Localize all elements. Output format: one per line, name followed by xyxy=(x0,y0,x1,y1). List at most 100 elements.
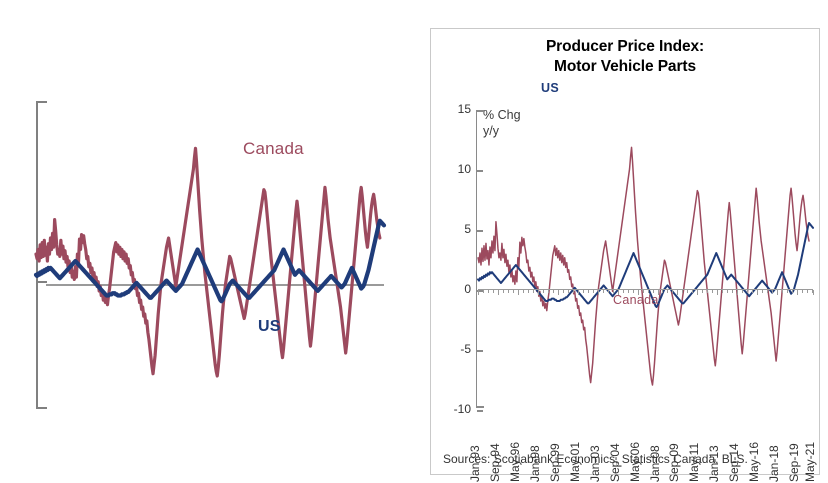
x-tick-mark xyxy=(813,290,814,295)
x-tick-mark xyxy=(657,290,659,295)
x-tick-mark-minor xyxy=(782,290,784,293)
y-tick-label-15: 15 xyxy=(457,102,471,116)
y-tick-mark xyxy=(477,410,483,412)
x-tick-mark-minor xyxy=(792,290,794,293)
x-tick-mark-minor xyxy=(702,290,704,293)
x-axis-tick-labels: Jan-93 Sep-94 May-96 Jan-98 Sep-99 May-01 Jan-… xyxy=(468,412,818,482)
x-tick-mark xyxy=(797,290,798,295)
x-tick-mark-minor xyxy=(647,290,649,293)
x-tick-mark xyxy=(777,290,779,295)
x-tick-mark-minor xyxy=(602,290,604,293)
x-tick-mark-minor xyxy=(502,290,504,293)
x-tick-mark-minor xyxy=(732,290,734,293)
x-tick-mark-minor xyxy=(527,290,529,293)
left-chart-panel: Canada US xyxy=(33,101,387,409)
x-tick-mark-minor xyxy=(512,290,514,293)
y-axis-unit-line-1: % Chg xyxy=(483,108,521,122)
x-tick-mark-minor xyxy=(707,290,709,293)
x-tick-mark-minor xyxy=(807,290,808,293)
x-tick-mark-minor xyxy=(812,290,813,293)
series-label-canada: Canada xyxy=(613,293,659,307)
x-tick-mark xyxy=(537,290,539,295)
x-tick-mark-minor xyxy=(667,290,669,293)
series-canvas xyxy=(477,146,814,386)
left-series-us xyxy=(33,218,387,304)
x-tick-mark-minor xyxy=(712,290,714,293)
x-tick-mark-minor xyxy=(722,290,724,293)
x-tick-mark-minor xyxy=(767,290,769,293)
chart-title-line-1: Producer Price Index: xyxy=(545,38,705,55)
x-tick-mark xyxy=(737,290,739,295)
x-tick-mark-minor xyxy=(742,290,744,293)
y-axis-unit-line-2: y/y xyxy=(483,124,499,138)
x-tick-mark xyxy=(697,290,699,295)
x-tick-mark-minor xyxy=(567,290,569,293)
x-tick-mark xyxy=(478,290,479,295)
y-tick-mark xyxy=(477,350,483,352)
zero-baseline xyxy=(478,289,813,291)
y-axis-tick-labels: 15 10 5 0 -5 -10 xyxy=(431,103,471,415)
left-series-label-us: US xyxy=(258,318,281,335)
x-tick-mark-minor xyxy=(488,290,489,293)
x-tick-mark-minor xyxy=(622,290,624,293)
y-tick-mark xyxy=(477,170,483,172)
left-spine-cap-bottom xyxy=(38,407,47,409)
x-tick-label: May-16 xyxy=(747,441,762,482)
y-spine-cap-top xyxy=(477,110,484,112)
x-tick-mark-minor xyxy=(542,290,544,293)
x-tick-mark-minor xyxy=(612,290,614,293)
x-tick-mark-minor xyxy=(592,290,594,293)
x-tick-mark-minor xyxy=(507,290,509,293)
left-series-canada xyxy=(34,146,382,378)
x-tick-mark-minor xyxy=(642,290,644,293)
x-tick-mark-minor xyxy=(522,290,524,293)
x-tick-mark-minor xyxy=(572,290,574,293)
x-tick-mark-minor xyxy=(547,290,549,293)
chart-title: Producer Price Index: Motor Vehicle Part… xyxy=(431,37,819,77)
x-tick-mark xyxy=(517,290,519,295)
x-tick-mark-minor xyxy=(607,290,609,293)
x-tick-mark-minor xyxy=(752,290,754,293)
x-tick-mark xyxy=(677,290,679,295)
x-tick-label: May-21 xyxy=(803,441,817,482)
x-tick-mark xyxy=(757,290,759,295)
x-tick-mark-minor xyxy=(772,290,774,293)
x-tick-mark-minor xyxy=(483,290,484,293)
y-tick-label-minus5: -5 xyxy=(460,342,471,356)
x-tick-mark-minor xyxy=(672,290,674,293)
x-tick-mark-minor xyxy=(802,290,803,293)
left-chart-plot xyxy=(33,146,387,378)
x-tick-mark-minor xyxy=(687,290,689,293)
x-tick-mark xyxy=(557,290,559,295)
x-tick-mark-minor xyxy=(762,290,764,293)
right-chart-panel: Producer Price Index: Motor Vehicle Part… xyxy=(430,28,820,482)
x-tick-mark-minor xyxy=(692,290,694,293)
x-tick-mark-minor xyxy=(552,290,554,293)
x-tick-mark xyxy=(497,290,499,295)
source-note: Sources: Scotiabank Economics, Statistic… xyxy=(443,452,748,466)
x-tick-mark-minor xyxy=(747,290,749,293)
y-tick-mark xyxy=(477,290,483,292)
plot-area xyxy=(477,109,814,409)
y-tick-label-0: 0 xyxy=(464,282,471,296)
x-tick-mark-minor xyxy=(627,290,629,293)
y-axis-spine xyxy=(476,110,484,412)
x-tick-mark-minor xyxy=(587,290,589,293)
y-spine-cap-bottom xyxy=(477,406,484,408)
x-tick-label: Sep-19 xyxy=(787,443,801,482)
x-tick-mark-minor xyxy=(632,290,634,293)
x-tick-mark-minor xyxy=(727,290,729,293)
x-tick-mark xyxy=(577,290,579,295)
x-tick-mark xyxy=(717,290,719,295)
y-axis-unit-note: % Chg y/y xyxy=(483,107,521,139)
x-tick-mark-minor xyxy=(493,290,494,293)
x-tick-label: Jan-18 xyxy=(767,445,782,482)
series-label-us: US xyxy=(541,81,559,95)
x-tick-mark-minor xyxy=(532,290,534,293)
y-tick-mark xyxy=(477,230,483,232)
x-tick-mark xyxy=(637,290,639,295)
x-tick-mark-minor xyxy=(562,290,564,293)
left-spine-cap-mid xyxy=(38,281,47,283)
x-tick-mark-minor xyxy=(662,290,664,293)
left-series-label-canada: Canada xyxy=(243,139,304,158)
